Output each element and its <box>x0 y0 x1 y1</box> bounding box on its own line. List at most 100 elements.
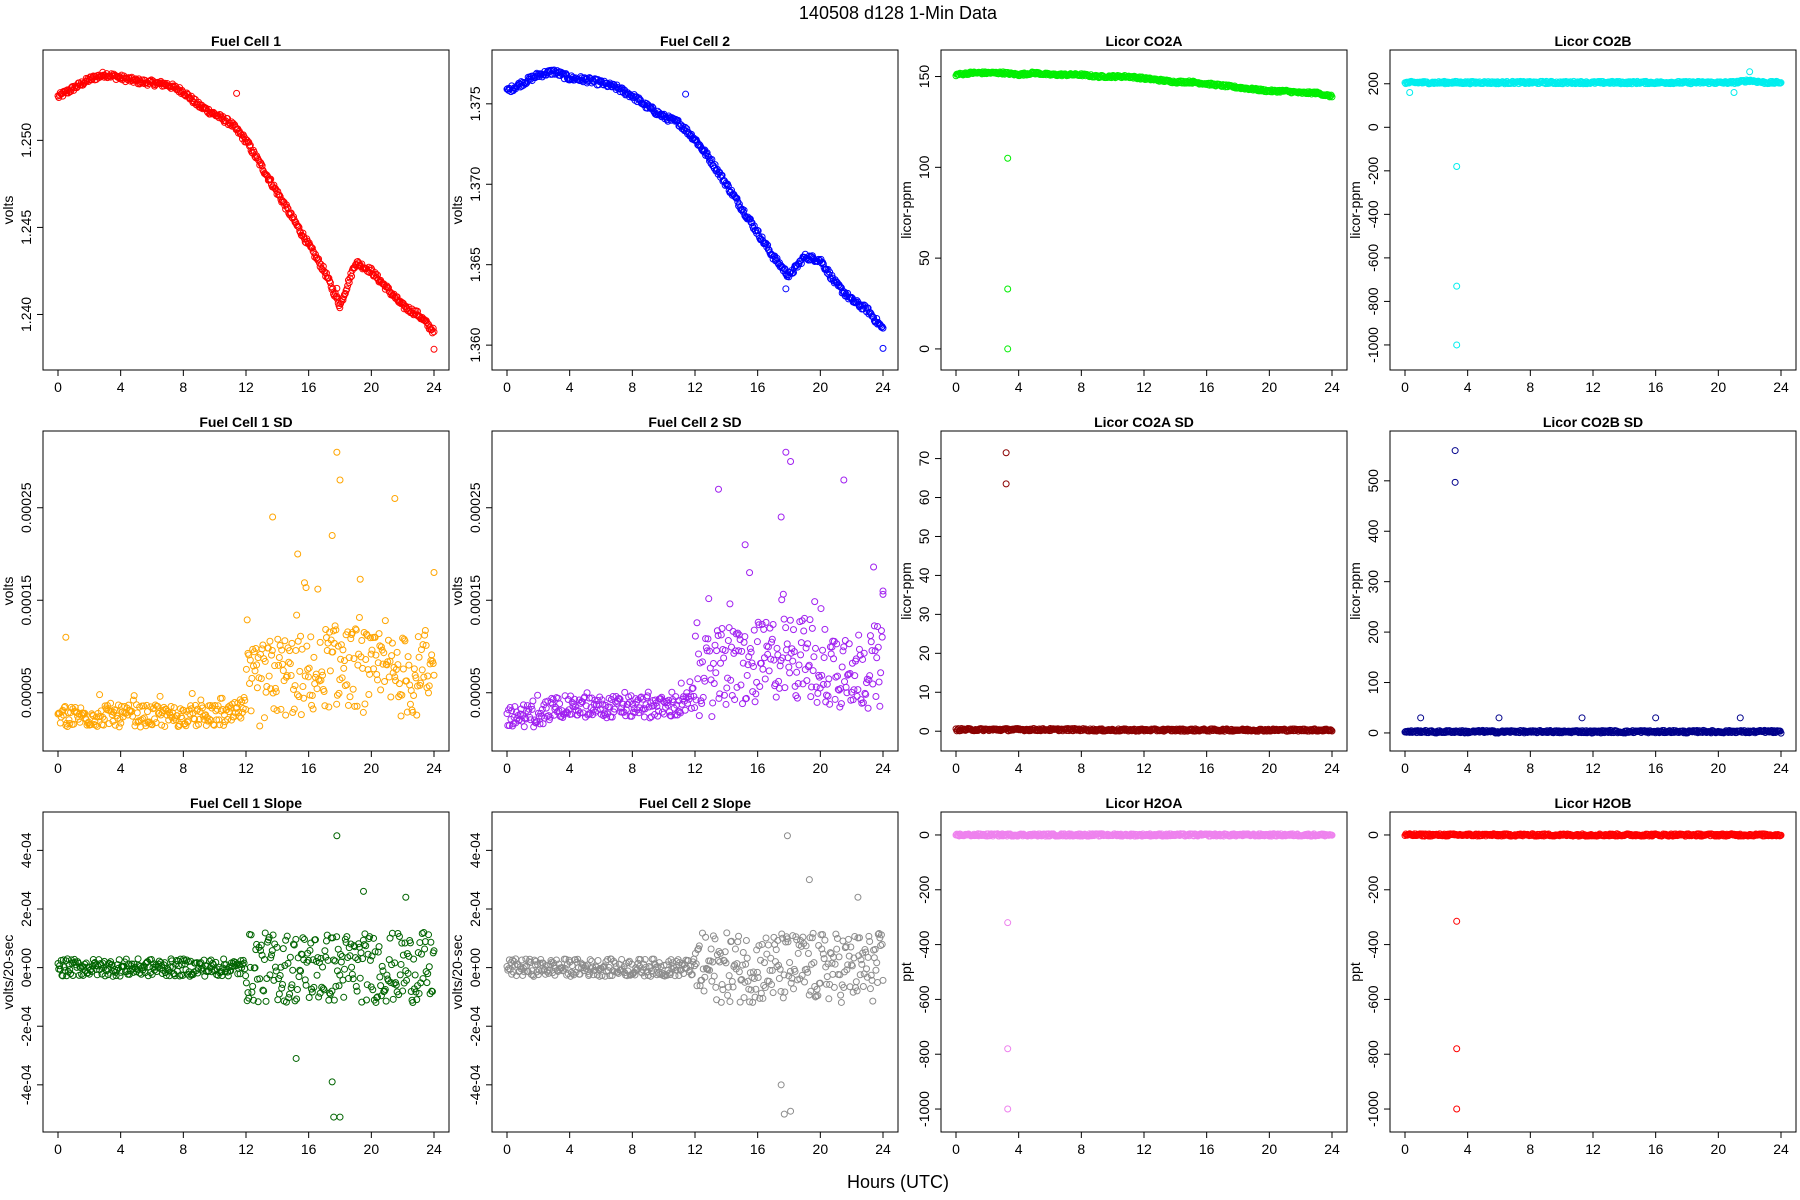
data-point <box>393 648 401 656</box>
data-point <box>707 945 715 953</box>
x-tick-label: 4 <box>566 379 574 395</box>
data-point <box>246 141 254 149</box>
data-point <box>336 304 344 312</box>
outlier-point <box>1453 341 1461 349</box>
y-tick-label: 300 <box>1365 570 1381 594</box>
data-point <box>534 691 542 699</box>
data-point <box>825 675 833 683</box>
data-point <box>258 162 266 170</box>
data-point <box>649 104 657 112</box>
data-point <box>346 693 354 701</box>
data-point <box>348 963 356 971</box>
y-tick-label: 0 <box>1365 123 1381 131</box>
data-point <box>783 640 791 648</box>
data-point <box>274 635 282 643</box>
x-tick-label: 0 <box>54 760 62 776</box>
data-point <box>286 660 294 668</box>
x-tick-label: 8 <box>179 1141 187 1157</box>
data-point <box>878 633 886 641</box>
data-point <box>261 170 269 178</box>
series-markers <box>54 832 438 1121</box>
outlier-point <box>879 344 887 352</box>
data-point <box>640 713 648 721</box>
y-axis-label: volts <box>0 196 16 225</box>
panel-title: Licor CO2B SD <box>1543 414 1643 430</box>
data-point <box>733 194 741 202</box>
x-tick-label: 16 <box>1199 760 1215 776</box>
data-point <box>308 244 316 252</box>
data-point <box>793 263 801 271</box>
data-point <box>415 653 423 661</box>
data-point <box>63 955 71 963</box>
x-tick-label: 8 <box>1077 379 1085 395</box>
data-point <box>266 637 274 645</box>
data-point <box>392 677 400 685</box>
y-tick-label: 200 <box>1365 72 1381 96</box>
data-point <box>293 986 301 994</box>
data-point <box>387 693 395 701</box>
x-tick-label: 8 <box>1526 379 1534 395</box>
data-point <box>349 685 357 693</box>
x-tick-label: 0 <box>503 1141 511 1157</box>
data-point <box>687 130 695 138</box>
data-point <box>333 700 341 708</box>
data-point <box>790 268 798 276</box>
y-tick-label: -1000 <box>1365 327 1381 363</box>
data-point <box>811 644 819 652</box>
data-point <box>748 659 756 667</box>
panel-title: Fuel Cell 2 <box>660 33 730 49</box>
outlier-point <box>328 532 336 539</box>
data-point <box>274 996 282 1004</box>
y-tick-label: -400 <box>1365 200 1381 228</box>
data-point <box>115 723 123 731</box>
data-point <box>333 292 341 300</box>
x-tick-label: 24 <box>1773 760 1789 776</box>
data-point <box>337 958 345 966</box>
x-tick-label: 0 <box>952 760 960 776</box>
data-point <box>288 639 296 647</box>
data-point <box>754 227 762 235</box>
series-markers <box>952 68 1336 353</box>
data-point <box>320 687 328 695</box>
x-tick-label: 12 <box>238 1141 254 1157</box>
data-point <box>325 274 333 282</box>
data-point <box>423 979 431 987</box>
data-point <box>586 956 594 964</box>
data-point <box>703 149 711 157</box>
data-point <box>738 206 746 214</box>
data-point <box>316 638 324 646</box>
data-point <box>246 142 254 150</box>
data-point <box>313 685 321 693</box>
outlier-point <box>682 90 690 98</box>
y-tick-label: 200 <box>1365 620 1381 644</box>
outlier-point <box>1002 449 1010 457</box>
data-point <box>772 693 780 701</box>
data-point <box>702 933 710 941</box>
data-point <box>321 702 329 710</box>
y-tick-label: 4e-04 <box>18 832 34 868</box>
plot-frame <box>940 49 1348 371</box>
data-point <box>381 678 389 686</box>
x-tick-label: 12 <box>1136 379 1152 395</box>
panel-6: Fuel Cell 2 SDvolts0.000050.000150.00025… <box>449 414 899 776</box>
data-point <box>307 633 315 641</box>
data-point <box>758 233 766 241</box>
x-tick-label: 12 <box>238 760 254 776</box>
data-point <box>418 666 426 674</box>
x-tick-label: 12 <box>687 379 703 395</box>
x-tick-label: 16 <box>750 760 766 776</box>
y-tick-label: 60 <box>916 490 932 506</box>
data-point <box>618 84 626 92</box>
data-point <box>296 667 304 675</box>
data-point <box>741 633 749 641</box>
data-point <box>410 955 418 963</box>
x-tick-label: 12 <box>1585 379 1601 395</box>
panel-title: Fuel Cell 2 Slope <box>639 795 751 811</box>
y-tick-label: 20 <box>916 645 932 661</box>
data-point <box>292 646 300 654</box>
outlier-point <box>1417 714 1425 722</box>
outlier-point <box>333 448 341 456</box>
outlier-point <box>62 633 70 641</box>
